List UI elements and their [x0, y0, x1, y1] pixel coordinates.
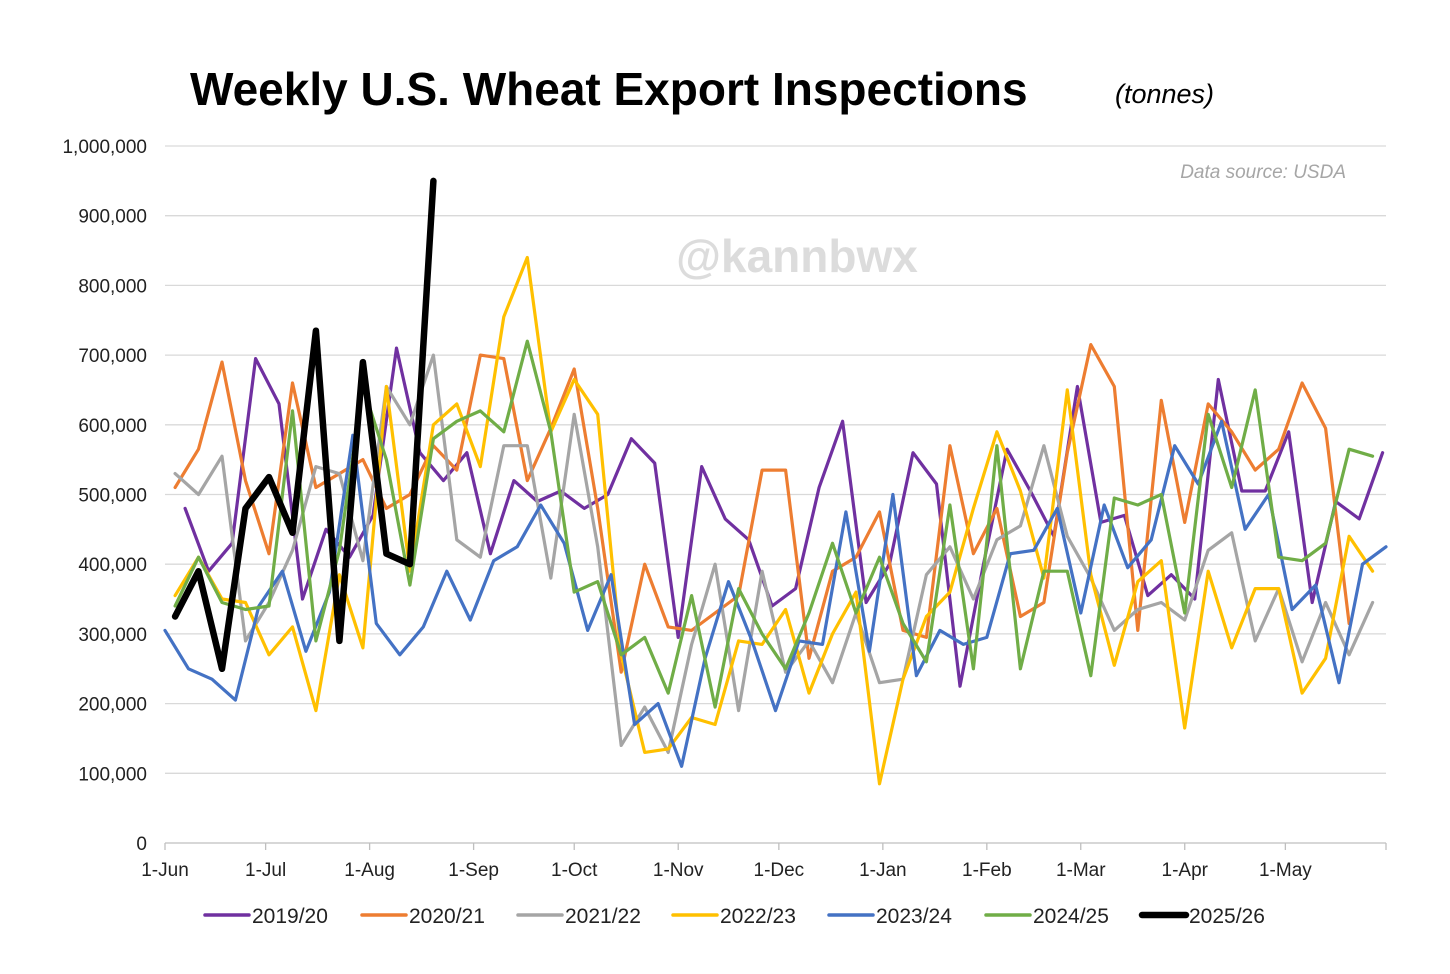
y-tick-label: 500,000 [78, 486, 147, 507]
y-tick-label: 100,000 [78, 764, 147, 785]
y-tick-label: 700,000 [78, 346, 147, 367]
x-tick-label: 1-Oct [551, 860, 598, 881]
legend: 2019/20 2020/21 2021/22 2022/23 2023/24 2024/… [203, 905, 1265, 928]
y-tick-label: 0 [136, 834, 147, 855]
legend-label-2020-21: 2020/21 [409, 905, 485, 928]
x-tick-label: 1-Dec [754, 860, 805, 881]
series-line-2023-24 [163, 419, 1388, 768]
series-line-2025-26 [171, 177, 437, 673]
legend-label-2024-25: 2024/25 [1033, 905, 1109, 928]
x-tick-label: 1-Jun [141, 860, 189, 881]
series-line-2020-21 [173, 343, 1351, 674]
legend-label-2019-20: 2019/20 [252, 905, 328, 928]
legend-label-2022-23: 2022/23 [720, 905, 796, 928]
y-tick-label: 300,000 [78, 625, 147, 646]
x-tick-label: 1-Apr [1162, 860, 1209, 881]
chart-title: Weekly U.S. Wheat Export Inspections [190, 63, 1028, 115]
x-tick-label: 1-Jan [859, 860, 907, 881]
x-tick-label: 1-Aug [344, 860, 395, 881]
y-tick-label: 800,000 [78, 276, 147, 297]
x-tick-label: 1-Jul [245, 860, 286, 881]
x-tick-label: 1-Nov [653, 860, 704, 881]
chart-title-group: Weekly U.S. Wheat Export Inspections (to… [190, 63, 1214, 115]
legend-label-2025-26: 2025/26 [1189, 905, 1265, 928]
x-tick-label: 1-Sep [448, 860, 499, 881]
watermark-text: @kannbwx [676, 230, 918, 282]
legend-label-2023-24: 2023/24 [876, 905, 952, 928]
x-axis: 1-Jun 1-Jul 1-Aug 1-Sep 1-Oct 1-Nov 1-Dec 1-Jan… [141, 843, 1387, 881]
y-tick-label: 200,000 [78, 695, 147, 716]
chart-subtitle: (tonnes) [1115, 79, 1214, 109]
y-tick-label: 900,000 [78, 207, 147, 228]
series-line-2022-23 [173, 255, 1375, 786]
series-line-2024-25 [173, 339, 1375, 709]
y-tick-label: 600,000 [78, 416, 147, 437]
series-lines [163, 177, 1388, 786]
data-source-note: Data source: USDA [1180, 162, 1346, 183]
y-tick-label: 400,000 [78, 555, 147, 576]
y-axis-ticks: 0 100,000 200,000 300,000 400,000 500,000 600,… [62, 137, 147, 855]
series-line-2019-20 [183, 346, 1385, 688]
legend-label-2021-22: 2021/22 [565, 905, 641, 928]
x-tick-label: 1-May [1259, 860, 1312, 881]
x-tick-label: 1-Mar [1056, 860, 1106, 881]
x-tick-label: 1-Feb [962, 860, 1012, 881]
y-tick-label: 1,000,000 [62, 137, 147, 158]
